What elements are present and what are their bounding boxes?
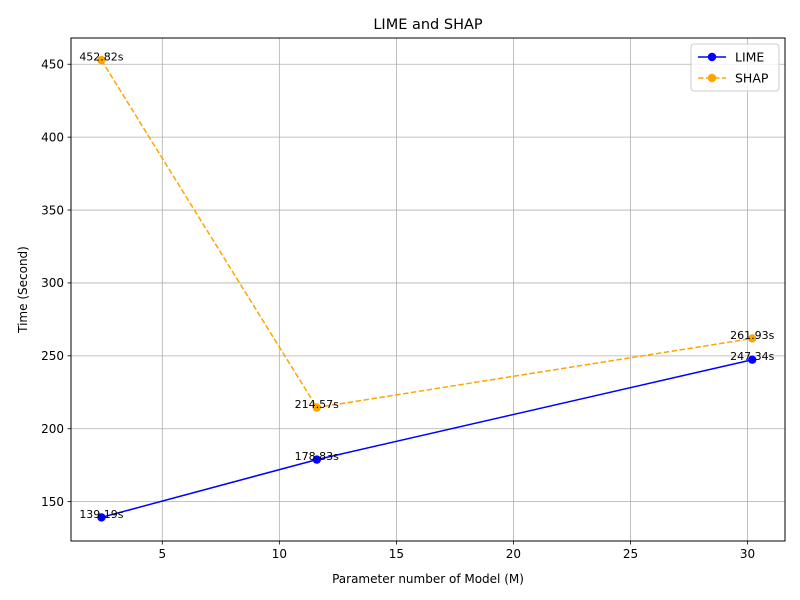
x-axis-label: Parameter number of Model (M) xyxy=(332,572,524,586)
data-point-shap xyxy=(748,334,757,343)
x-tick-label: 30 xyxy=(740,547,755,561)
series-group xyxy=(97,55,757,522)
data-label-lime: 247.34s xyxy=(730,350,774,363)
y-tick-label: 150 xyxy=(41,495,64,509)
y-tick-label: 350 xyxy=(41,203,64,217)
x-tick-label: 5 xyxy=(158,547,166,561)
legend: LIME SHAP xyxy=(690,43,780,92)
legend-marker-lime xyxy=(707,52,717,62)
axis-ticks: 5 10 15 20 25 30 150 200 250 300 350 400 450 xyxy=(41,58,755,561)
grid-lines xyxy=(71,38,785,541)
y-tick-label: 200 xyxy=(41,422,64,436)
data-label-lime: 178.83s xyxy=(295,450,339,463)
y-tick-label: 450 xyxy=(41,58,64,72)
data-label-shap: 452.82s xyxy=(79,51,123,64)
data-labels-group: 139.19s 178.83s 247.34s 452.82s 214.57s 261.9… xyxy=(79,51,774,521)
series-line-shap xyxy=(100,59,753,409)
chart-title: LIME and SHAP xyxy=(373,17,483,33)
data-point-lime xyxy=(748,355,757,364)
data-point-shap xyxy=(97,55,106,65)
x-tick-label: 25 xyxy=(623,547,638,561)
x-tick-label: 20 xyxy=(506,547,521,561)
y-tick-label: 250 xyxy=(41,349,64,363)
data-point-lime xyxy=(312,455,322,464)
data-label-shap: 261.93s xyxy=(730,329,774,342)
legend-marker-shap xyxy=(707,73,717,83)
plot-area-frame xyxy=(70,37,786,542)
x-tick-label: 15 xyxy=(389,547,404,561)
data-point-shap xyxy=(312,403,322,412)
y-tick-label: 300 xyxy=(41,276,64,290)
x-tick-label: 10 xyxy=(272,547,287,561)
data-label-lime: 139.19s xyxy=(79,508,123,521)
series-line-lime xyxy=(101,358,753,519)
y-tick-label: 400 xyxy=(41,130,64,144)
data-point-lime xyxy=(97,513,106,522)
data-label-shap: 214.57s xyxy=(295,398,339,411)
legend-label-lime: LIME xyxy=(735,50,764,65)
y-axis-label: Time (Second) xyxy=(16,246,30,334)
legend-label-shap: SHAP xyxy=(735,71,769,86)
